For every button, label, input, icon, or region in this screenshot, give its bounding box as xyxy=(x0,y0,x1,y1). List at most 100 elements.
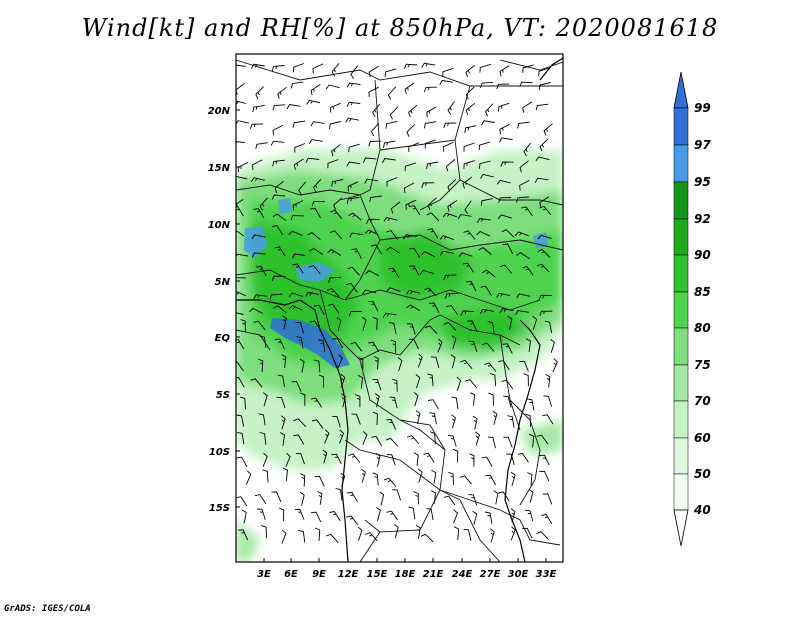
wind-barb xyxy=(500,161,514,167)
wind-barb xyxy=(447,435,457,447)
wind-barb xyxy=(409,205,421,216)
chart-title: Wind[kt] and RH[%] at 850hPa, VT: 202008… xyxy=(81,14,719,42)
wind-barb xyxy=(236,496,248,507)
wind-barb xyxy=(307,232,321,241)
wind-barb xyxy=(299,491,305,506)
wind-barb xyxy=(439,80,454,86)
rh-band-dark xyxy=(250,220,360,345)
cb-label-60: 60 xyxy=(694,431,711,445)
wind-barb xyxy=(313,359,321,373)
wind-barb xyxy=(469,453,475,467)
wind-barb xyxy=(317,491,323,505)
lon-tick-6e: 6E xyxy=(284,569,298,580)
wind-barb xyxy=(523,373,529,387)
wind-barb xyxy=(271,224,284,235)
wind-barb xyxy=(329,230,343,240)
wind-barb xyxy=(277,86,287,99)
wind-barb xyxy=(479,63,491,73)
cb-label-97: 97 xyxy=(694,138,711,152)
wind-barb xyxy=(294,143,306,153)
wind-barb xyxy=(439,250,454,256)
wind-barb xyxy=(279,432,285,446)
wind-barb xyxy=(272,213,287,222)
wind-barb xyxy=(472,415,478,430)
wind-barb xyxy=(424,325,438,335)
wind-barb xyxy=(368,65,379,78)
wind-barb xyxy=(450,354,456,369)
wind-barb xyxy=(404,82,415,95)
wind-barb xyxy=(443,141,454,152)
wind-barb xyxy=(427,399,439,410)
wind-barb xyxy=(465,65,475,78)
wind-barb xyxy=(236,141,245,145)
wind-barb xyxy=(300,473,306,487)
wind-barb xyxy=(310,207,321,219)
wind-barb xyxy=(428,302,440,313)
wind-barb xyxy=(314,475,325,487)
wind-barb xyxy=(480,198,493,206)
wind-barb xyxy=(481,120,495,126)
wind-barb xyxy=(464,125,477,133)
lon-tick-21e: 21E xyxy=(423,569,444,580)
wind-barb xyxy=(463,160,475,169)
wind-barb xyxy=(290,81,304,89)
wind-barb xyxy=(318,374,325,388)
wind-barb xyxy=(417,468,423,483)
cb-label-90: 90 xyxy=(694,248,711,262)
wind-barb xyxy=(236,361,244,371)
wind-barb xyxy=(387,86,397,100)
wind-barb xyxy=(346,161,361,167)
wind-barb xyxy=(332,415,341,428)
wind-barb xyxy=(288,230,303,237)
wind-barb xyxy=(325,84,340,90)
wind-barb xyxy=(484,362,497,372)
wind-barb xyxy=(405,289,421,295)
lat-tick-eq: EQ xyxy=(215,333,231,344)
wind-barb xyxy=(255,86,264,100)
wind-barb xyxy=(311,419,324,429)
wind-barb xyxy=(368,341,380,353)
wind-barb xyxy=(305,291,320,297)
wind-barb xyxy=(521,206,533,217)
wind-barb xyxy=(386,454,396,466)
wind-barb xyxy=(403,182,415,194)
wind-barb xyxy=(451,414,457,429)
wind-barb xyxy=(424,139,436,149)
wind-barb xyxy=(463,528,472,541)
wind-barb xyxy=(448,471,454,485)
cb-label-70: 70 xyxy=(694,394,711,408)
wind-barb xyxy=(392,489,402,501)
wind-barb xyxy=(543,123,553,136)
wind-barb xyxy=(465,102,476,115)
wind-barb xyxy=(541,514,553,525)
wind-barb xyxy=(443,495,456,506)
wind-barb xyxy=(522,101,533,113)
wind-barb xyxy=(415,525,421,539)
wind-barb xyxy=(502,343,513,354)
wind-barb xyxy=(389,106,399,120)
wind-barb xyxy=(327,159,339,169)
wind-barb xyxy=(420,251,435,258)
wind-barb xyxy=(464,200,472,215)
wind-barb xyxy=(282,315,287,330)
wind-barb xyxy=(519,160,529,173)
wind-barb xyxy=(311,511,322,523)
wind-barb xyxy=(350,65,359,79)
wind-barb xyxy=(249,307,264,314)
wind-barb xyxy=(539,196,550,208)
wind-barb xyxy=(423,287,437,297)
cb-seg-85-90 xyxy=(673,254,689,293)
wind-barb xyxy=(325,533,339,543)
wind-barb xyxy=(237,431,245,445)
cb-label-85: 85 xyxy=(694,285,711,299)
wind-barb xyxy=(362,431,368,446)
wind-barb xyxy=(348,311,362,317)
wind-barb xyxy=(413,491,419,505)
wind-barb xyxy=(236,83,245,95)
wind-barb xyxy=(339,429,345,444)
wind-barb xyxy=(384,68,397,78)
wind-barb xyxy=(366,218,380,224)
wind-barb xyxy=(497,214,512,220)
lat-tick-15s: 15S xyxy=(209,503,230,514)
wind-barb xyxy=(467,320,478,332)
